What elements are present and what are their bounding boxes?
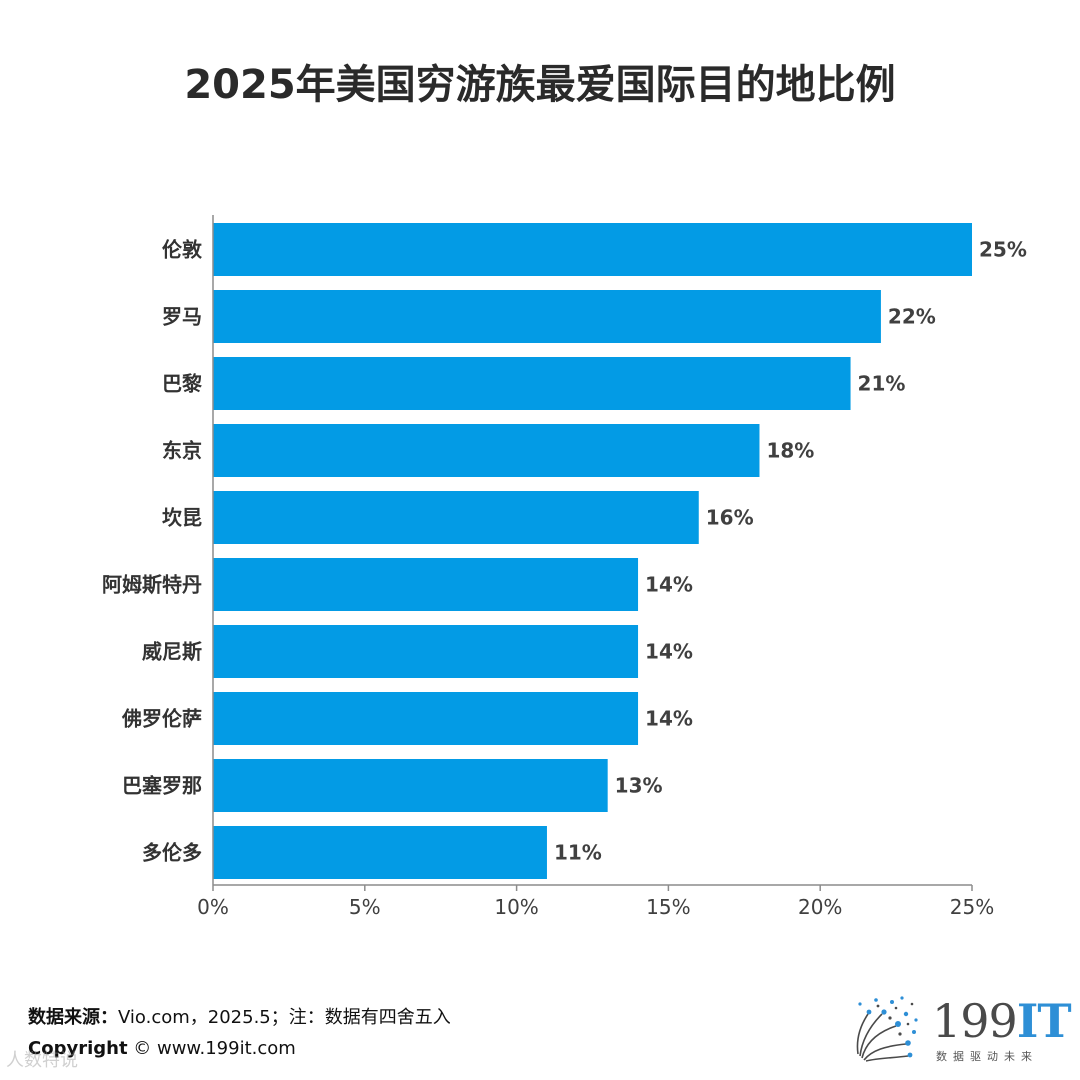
logo-tagline: 数据驱动未来 xyxy=(936,1050,1038,1063)
bar-0 xyxy=(213,223,972,276)
footer-copyright: Copyright © www.199it.com xyxy=(28,1038,296,1059)
chart-title: 2025年美国穷游族最爱国际目的地比例 xyxy=(184,62,896,108)
dandelion-dots-icon xyxy=(856,996,918,1062)
bar-5 xyxy=(213,558,639,611)
data-label-1: 22% xyxy=(888,305,936,329)
x-tick-label-4: 20% xyxy=(798,895,842,919)
logo-wordmark: 199IT xyxy=(932,994,1072,1048)
copyright-text: © www.199it.com xyxy=(127,1038,296,1059)
data-label-8: 13% xyxy=(615,774,663,798)
watermark: 人数特说 xyxy=(6,1050,78,1071)
category-label-5: 阿姆斯特丹 xyxy=(102,573,202,597)
bar-2 xyxy=(213,357,851,410)
bar-1 xyxy=(213,290,881,343)
category-label-8: 巴塞罗那 xyxy=(122,774,202,798)
copyright-label: Copyright xyxy=(28,1038,128,1059)
x-tick-label-5: 25% xyxy=(950,895,994,919)
bar-8 xyxy=(213,759,608,812)
footer-source: 数据来源：Vio.com，2025.5；注：数据有四舍五入 xyxy=(28,1003,451,1029)
bar-9 xyxy=(213,826,547,879)
bar-4 xyxy=(213,491,699,544)
data-label-0: 25% xyxy=(979,238,1027,262)
category-label-6: 威尼斯 xyxy=(142,640,202,664)
data-label-4: 16% xyxy=(706,506,754,530)
x-tick-label-0: 0% xyxy=(197,895,229,919)
bar-7 xyxy=(213,692,639,745)
data-label-5: 14% xyxy=(645,573,693,597)
category-label-4: 坎昆 xyxy=(162,506,202,530)
brand-logo: 199IT 数据驱动未来 xyxy=(848,992,1072,1068)
bar-6 xyxy=(213,625,639,678)
category-label-2: 巴黎 xyxy=(162,372,202,396)
data-label-3: 18% xyxy=(766,439,814,463)
data-label-9: 11% xyxy=(554,841,602,865)
logo-number: 199 xyxy=(932,994,1018,1048)
category-label-7: 佛罗伦萨 xyxy=(121,707,202,731)
source-label: 数据来源： xyxy=(28,1007,118,1028)
data-label-2: 21% xyxy=(858,372,906,396)
data-label-6: 14% xyxy=(645,640,693,664)
category-label-0: 伦敦 xyxy=(162,238,203,262)
category-label-3: 东京 xyxy=(162,439,202,463)
category-label-9: 多伦多 xyxy=(142,841,202,865)
x-tick-label-1: 5% xyxy=(349,895,381,919)
source-text: Vio.com，2025.5；注：数据有四舍五入 xyxy=(118,1007,451,1028)
bar-3 xyxy=(213,424,760,477)
x-tick-label-2: 10% xyxy=(494,895,538,919)
bars-layer: 伦敦 25% 罗马 22% 巴黎 21% 东京 18% 坎昆 16% 阿姆斯特丹 14% 威尼斯 14% 佛… xyxy=(102,223,1027,879)
logo-suffix: IT xyxy=(1016,994,1072,1048)
axis-layer: 0% 5% 10% 15% 20% 25% xyxy=(197,215,994,919)
x-tick-label-3: 15% xyxy=(646,895,690,919)
data-label-7: 14% xyxy=(645,707,693,731)
category-label-1: 罗马 xyxy=(162,305,202,329)
